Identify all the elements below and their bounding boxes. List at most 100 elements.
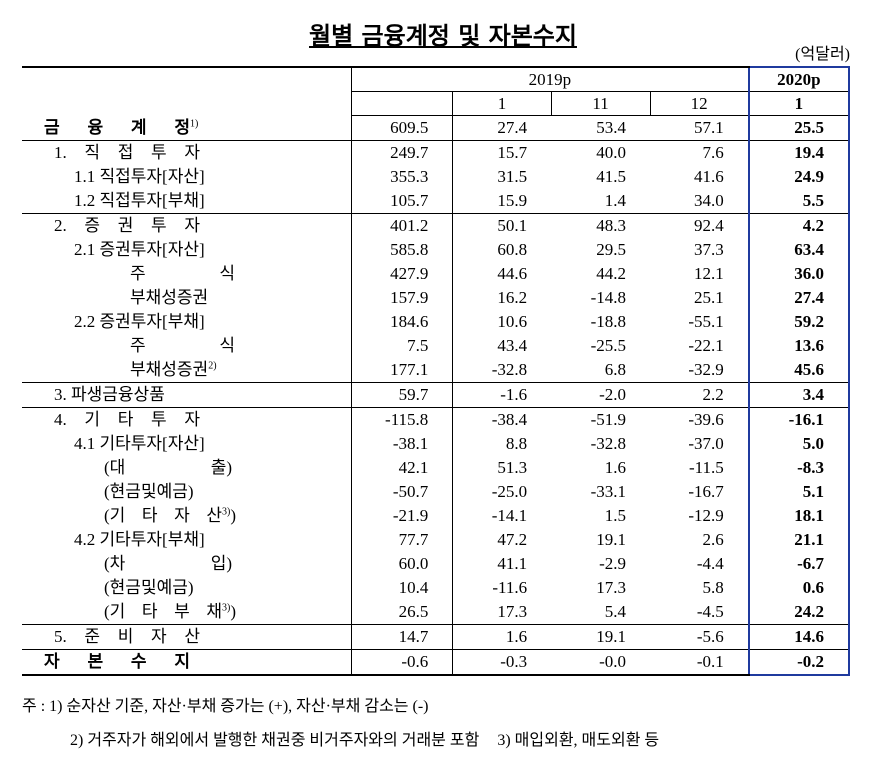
row-label-cell: 2.2 증권투자[부채] bbox=[22, 309, 352, 334]
row-label: 3. 파생금융상품 bbox=[54, 384, 165, 404]
value-cell: -32.8 bbox=[452, 357, 552, 383]
value-cell: -6.7 bbox=[747, 551, 851, 576]
value-cell: 5.8 bbox=[702, 577, 724, 597]
value-cell: 63.4 bbox=[747, 237, 851, 262]
row-label: 2.2 증권투자[부채] bbox=[74, 311, 205, 331]
value-cell: 249.7 bbox=[390, 142, 429, 162]
value-cell: 15.7 bbox=[452, 140, 552, 165]
row-label-cell: 4.2 기타투자[부채] bbox=[22, 527, 352, 552]
value-cell: 8.8 bbox=[452, 431, 552, 456]
value-cell: 157.9 bbox=[390, 287, 429, 307]
value-cell: -115.8 bbox=[385, 409, 429, 429]
table-row: (현금및예금) -50.7 -25.0 -33.1 -16.7 5.1 bbox=[22, 479, 851, 504]
value-cell: 427.9 bbox=[390, 263, 429, 283]
row-label: 2. 증 권 투 자 bbox=[54, 215, 200, 235]
value-cell: 19.1 bbox=[596, 529, 626, 549]
month-header: 1 bbox=[452, 91, 552, 116]
value-cell: -32.9 bbox=[650, 357, 749, 383]
value-cell: 609.5 bbox=[351, 115, 453, 141]
value-cell: 5.5 bbox=[747, 188, 851, 214]
value-cell: 13.6 bbox=[747, 333, 851, 358]
value-cell: 47.2 bbox=[452, 527, 552, 552]
row-label-cell: 자 본 수 지 bbox=[22, 649, 352, 676]
value-cell: 10.6 bbox=[452, 309, 552, 334]
value-cell: -32.8 bbox=[590, 433, 626, 453]
value-cell: -16.7 bbox=[688, 481, 724, 501]
table-body: 금 융 계 정1) 609.5 27.4 53.4 57.1 25.5 1. 직 접 투 자… bbox=[22, 115, 851, 676]
value-cell: 31.5 bbox=[452, 164, 552, 189]
table-row: 주 식 7.5 43.4 -25.5 -22.1 13.6 bbox=[22, 333, 851, 358]
value-cell: 6.8 bbox=[551, 357, 650, 383]
table: 2019p 2020p 1 11 12 1 금 융 계 정1) 609.5 27.4… bbox=[22, 66, 851, 676]
value-cell: 25.1 bbox=[694, 287, 724, 307]
row-label: 자 본 수 지 bbox=[44, 651, 190, 671]
row-label: (현금및예금) bbox=[104, 481, 194, 501]
year-header: 2020p bbox=[747, 66, 851, 92]
footnote-line: 2) 거주자가 해외에서 발행한 채권중 비거주자와의 거래분 포함 3) 매입외… bbox=[22, 724, 659, 758]
value-cell: 25.5 bbox=[747, 115, 851, 141]
table-row: (대 출) 42.1 51.3 1.6 -11.5 -8.3 bbox=[22, 455, 851, 480]
value-cell: 17.3 bbox=[596, 577, 626, 597]
value-cell: -38.4 bbox=[452, 407, 552, 432]
value-cell: 1.5 bbox=[604, 505, 626, 525]
row-label-cell: 5. 준 비 자 산 bbox=[22, 624, 352, 650]
value-cell: 48.3 bbox=[596, 215, 626, 235]
footnote-ref: 3) bbox=[222, 601, 231, 613]
row-label-cell: 1.2 직접투자[부채] bbox=[22, 188, 352, 214]
row-label: 4. 기 타 투 자 bbox=[54, 409, 200, 429]
row-label: (기 타 자 산 bbox=[104, 505, 222, 525]
value-cell: -18.8 bbox=[590, 311, 626, 331]
row-label: 주 식 bbox=[130, 335, 235, 355]
row-label: 1.2 직접투자[부채] bbox=[74, 190, 205, 210]
row-label-cell: 4.1 기타투자[자산] bbox=[22, 431, 352, 456]
footnote-ref: 2) bbox=[208, 359, 217, 371]
value-cell: 42.1 bbox=[398, 457, 429, 477]
value-cell: 7.5 bbox=[407, 335, 429, 355]
table-row: 4.2 기타투자[부채] 77.7 47.2 19.1 2.6 21.1 bbox=[22, 527, 851, 552]
value-cell: 19.4 bbox=[747, 140, 851, 165]
table-row: 3. 파생금융상품 59.7 -1.6 -2.0 2.2 3.4 bbox=[22, 382, 851, 408]
value-cell: 3.4 bbox=[747, 382, 851, 408]
value-cell: -12.9 bbox=[688, 505, 724, 525]
value-cell: 41.6 bbox=[694, 166, 724, 186]
table-row: (기 타 부 채3)) 26.5 17.3 5.4 -4.5 24.2 bbox=[22, 599, 851, 625]
value-cell: 26.5 bbox=[351, 599, 453, 625]
value-cell: 17.3 bbox=[452, 599, 552, 625]
table-row: 2.2 증권투자[부채] 184.6 10.6 -18.8 -55.1 59.2 bbox=[22, 309, 851, 334]
value-cell: 7.6 bbox=[702, 142, 724, 162]
value-cell: 12.1 bbox=[694, 263, 724, 283]
row-label-cell: 부채성증권2) bbox=[22, 357, 352, 383]
table-row: 2. 증 권 투 자 401.2 50.1 48.3 92.4 4.2 bbox=[22, 213, 851, 238]
value-cell: 14.6 bbox=[747, 624, 851, 650]
value-cell: 2.6 bbox=[702, 529, 724, 549]
footnote-line: 주 : 1) 순자산 기준, 자산·부채 증가는 (+), 자산·부채 감소는 … bbox=[22, 690, 659, 724]
row-label: 4.2 기타투자[부채] bbox=[74, 529, 205, 549]
row-label: 부채성증권 bbox=[130, 287, 209, 307]
footnote-ref: 3) bbox=[222, 505, 231, 517]
table-row: 자 본 수 지 -0.6 -0.3 -0.0 -0.1 -0.2 bbox=[22, 649, 851, 676]
row-label-cell: (기 타 자 산3)) bbox=[22, 503, 352, 528]
value-cell: -1.6 bbox=[452, 382, 552, 408]
table-row: (현금및예금) 10.4 -11.6 17.3 5.8 0.6 bbox=[22, 575, 851, 600]
value-cell: 5.1 bbox=[747, 479, 851, 504]
value-cell: -0.6 bbox=[351, 649, 453, 676]
row-label: 5. 준 비 자 산 bbox=[54, 626, 200, 646]
value-cell: 4.2 bbox=[747, 213, 851, 238]
value-cell: 29.5 bbox=[596, 239, 626, 259]
value-cell: 92.4 bbox=[694, 215, 724, 235]
row-label-cell: (대 출) bbox=[22, 455, 352, 480]
table-row: 부채성증권 157.9 16.2 -14.8 25.1 27.4 bbox=[22, 285, 851, 310]
value-cell: -22.1 bbox=[688, 335, 724, 355]
value-cell: 24.9 bbox=[747, 164, 851, 189]
row-label-cell: (현금및예금) bbox=[22, 575, 352, 600]
table-row: 1. 직 접 투 자 249.7 15.7 40.0 7.6 19.4 bbox=[22, 140, 851, 165]
value-cell: 27.4 bbox=[452, 115, 552, 141]
row-label: 부채성증권 bbox=[130, 359, 209, 379]
month-header: 1 bbox=[747, 91, 851, 116]
value-cell: 0.6 bbox=[747, 575, 851, 600]
value-cell: 45.6 bbox=[747, 357, 851, 383]
footnote-lead: 주 : bbox=[22, 698, 46, 715]
value-cell: 44.2 bbox=[596, 263, 626, 283]
row-label: 1.1 직접투자[자산] bbox=[74, 166, 205, 186]
